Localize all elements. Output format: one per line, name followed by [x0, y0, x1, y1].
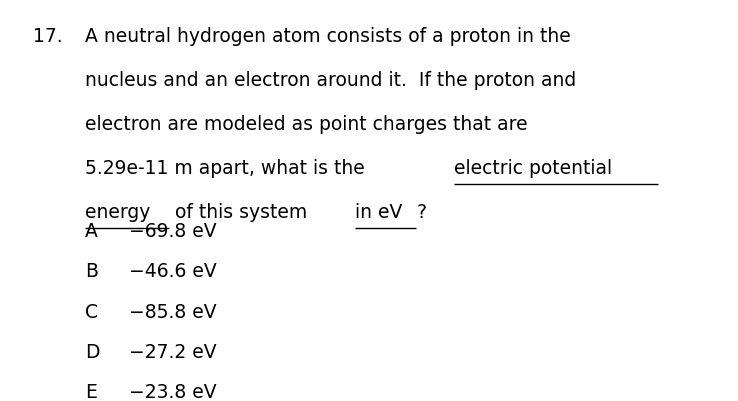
Text: electric potential: electric potential — [454, 158, 612, 178]
Text: B: B — [85, 262, 98, 281]
Text: energy: energy — [85, 203, 151, 221]
Text: −69.8 eV: −69.8 eV — [129, 222, 217, 241]
Text: in eV: in eV — [356, 203, 403, 221]
Text: 5.29e-11 m apart, what is the: 5.29e-11 m apart, what is the — [85, 158, 370, 178]
Text: nucleus and an electron around it.  If the proton and: nucleus and an electron around it. If th… — [85, 71, 576, 90]
Text: −46.6 eV: −46.6 eV — [129, 262, 217, 281]
Text: ?: ? — [416, 203, 427, 221]
Text: −23.8 eV: −23.8 eV — [129, 382, 217, 401]
Text: −85.8 eV: −85.8 eV — [129, 302, 217, 321]
Text: of this system: of this system — [169, 203, 314, 221]
Text: 17.: 17. — [33, 27, 63, 46]
Text: electron are modeled as point charges that are: electron are modeled as point charges th… — [85, 115, 528, 134]
Text: E: E — [85, 382, 97, 401]
Text: C: C — [85, 302, 98, 321]
Text: D: D — [85, 342, 100, 361]
Text: A neutral hydrogen atom consists of a proton in the: A neutral hydrogen atom consists of a pr… — [85, 27, 570, 46]
Text: −27.2 eV: −27.2 eV — [129, 342, 217, 361]
Text: A: A — [85, 222, 97, 241]
